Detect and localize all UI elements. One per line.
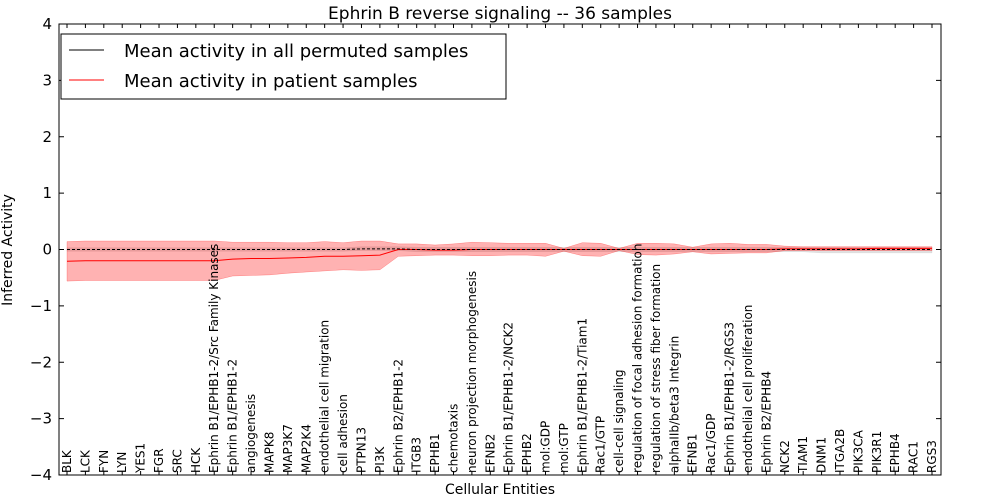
- y-tick-label: −3: [30, 410, 52, 428]
- x-tick-label: SRC: [170, 449, 184, 473]
- x-tick-label: HCK: [189, 447, 203, 473]
- x-axis: BLK LCK FYN LYN YES1 FGR SRC HCK Ephrin B1/EPHB1…: [60, 24, 939, 475]
- y-tick-label: 1: [42, 184, 52, 202]
- x-tick-label: YES1: [134, 443, 148, 474]
- x-tick-label: Ephrin B1/EPHB1-2/NCK2: [502, 322, 516, 473]
- x-tick-label: Ephrin B1/EPHB1-2/RGS3: [723, 322, 737, 473]
- x-tick-label: MAP2K4: [299, 424, 313, 473]
- x-tick-label: NCK2: [778, 440, 792, 473]
- x-tick-label: alphaIIb/beta3 Integrin: [667, 336, 681, 473]
- x-tick-label: endothelial cell proliferation: [741, 305, 755, 473]
- x-tick-label: LCK: [78, 449, 92, 473]
- x-tick-label: cell adhesion: [336, 394, 350, 473]
- x-tick-label: EPHB2: [520, 433, 534, 473]
- y-tick-label: 2: [42, 128, 52, 146]
- x-tick-label: Ephrin B1/EPHB1-2/Src Family Kinases: [207, 244, 221, 473]
- x-tick-label: cell-cell signaling: [612, 369, 626, 473]
- x-tick-label: EPHB4: [888, 433, 902, 473]
- legend-label-permuted: Mean activity in all permuted samples: [124, 41, 468, 62]
- x-tick-label: regulation of stress fiber formation: [649, 264, 663, 473]
- legend: Mean activity in all permuted samples Me…: [60, 33, 507, 100]
- x-axis-label: Cellular Entities: [445, 482, 555, 498]
- x-tick-label: Ephrin B2/EPHB4: [759, 371, 773, 473]
- legend-label-patient: Mean activity in patient samples: [124, 71, 418, 92]
- x-tick-label: FYN: [97, 450, 111, 473]
- y-tick-label: −2: [30, 353, 52, 371]
- x-tick-label: mol:GTP: [557, 423, 571, 473]
- x-tick-label: chemotaxis: [447, 404, 461, 473]
- x-tick-label: RAC1: [907, 441, 921, 473]
- x-tick-label: Ephrin B2/EPHB1-2: [391, 359, 405, 473]
- x-tick-label: RGS3: [925, 440, 939, 473]
- y-tick-label: 0: [42, 241, 52, 259]
- x-tick-label: MAP3K7: [281, 424, 295, 473]
- x-tick-label: mol:GDP: [539, 421, 553, 473]
- x-tick-label: endothelial cell migration: [318, 320, 332, 473]
- x-tick-label: Rac1/GTP: [594, 416, 608, 473]
- legend-box: [60, 33, 507, 100]
- x-tick-label: ITGA2B: [833, 429, 847, 473]
- x-tick-label: Ephrin B1/EPHB1-2/Tiam1: [575, 318, 589, 473]
- x-tick-label: MAPK8: [262, 432, 276, 473]
- x-tick-label: EPHB1: [428, 433, 442, 473]
- x-tick-label: TIAM1: [796, 436, 810, 474]
- y-tick-label: 4: [42, 15, 52, 33]
- x-tick-label: PIK3CA: [851, 429, 865, 473]
- x-tick-label: BLK: [60, 449, 74, 473]
- y-tick-label: 3: [42, 71, 52, 89]
- y-axis-label: Inferred Activity: [0, 194, 16, 306]
- x-tick-label: PIK3R1: [870, 431, 884, 473]
- y-tick-label: −1: [30, 297, 52, 315]
- y-axis: −4 −3 −2 −1 0 1 2 3 4: [30, 15, 941, 484]
- x-tick-label: EFNB2: [483, 434, 497, 473]
- x-tick-label: regulation of focal adhesion formation: [631, 244, 645, 473]
- x-tick-label: DNM1: [815, 437, 829, 473]
- series-lines: [66, 247, 932, 262]
- y-tick-label: −4: [30, 466, 52, 484]
- x-tick-label: ITGB3: [410, 437, 424, 473]
- x-tick-label: EFNB1: [686, 434, 700, 473]
- x-tick-label: LYN: [115, 452, 129, 473]
- chart-title: Ephrin B reverse signaling -- 36 samples: [328, 4, 672, 24]
- x-tick-label: PTPN13: [355, 427, 369, 473]
- band-series-1: [66, 240, 933, 282]
- line-series-0: [67, 248, 932, 250]
- x-tick-label: angiogenesis: [244, 394, 258, 473]
- x-tick-label: neuron projection morphogenesis: [465, 271, 479, 473]
- x-tick-label: PI3K: [373, 446, 387, 473]
- x-tick-label: FGR: [152, 448, 166, 473]
- x-tick-label: Ephrin B1/EPHB1-2: [226, 359, 240, 473]
- x-tick-label: Rac1/GDP: [704, 413, 718, 472]
